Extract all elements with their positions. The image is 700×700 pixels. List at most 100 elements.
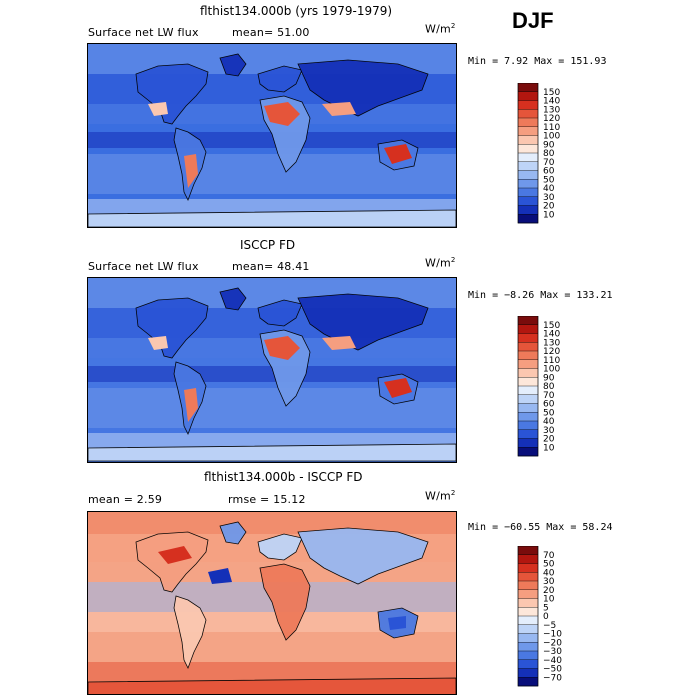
colorbar-tick-label: 60 — [543, 167, 555, 177]
colorbar-swatch — [518, 589, 538, 599]
map-panel — [87, 277, 457, 463]
panel-mean: mean= 48.41 — [232, 260, 310, 273]
panel-title: flthist134.000b (yrs 1979-1979) — [200, 4, 393, 18]
colorbar-tick-label: 5 — [543, 603, 549, 613]
colorbar-tick-label: 60 — [543, 400, 555, 410]
panel-units: W/m2 — [425, 256, 456, 270]
colorbar-tick-label: 80 — [543, 382, 555, 392]
colorbar-swatch — [518, 196, 538, 206]
map-panel — [87, 43, 457, 228]
colorbar-swatch — [518, 581, 538, 591]
colorbar-swatch — [518, 109, 538, 119]
season-label: DJF — [512, 8, 554, 33]
colorbar-tick-label: 140 — [543, 97, 560, 107]
colorbar-swatch — [518, 333, 538, 343]
colorbar-tick-label: −5 — [543, 621, 556, 631]
colorbar-swatch — [518, 386, 538, 396]
colorbar-tick-label: 100 — [543, 365, 560, 375]
panel-units: W/m2 — [425, 22, 456, 36]
colorbar-tick-label: 70 — [543, 391, 555, 401]
colorbar-tick-label: −40 — [543, 656, 562, 666]
colorbar-tick-label: 110 — [543, 356, 560, 366]
panel-mean: mean= 51.00 — [232, 26, 310, 39]
colorbar-tick-label: −50 — [543, 665, 562, 675]
panel-minmax: Min = −60.55 Max = 58.24 — [468, 522, 613, 533]
colorbar-swatch — [518, 188, 538, 198]
colorbar-tick-label: −70 — [543, 673, 562, 683]
colorbar-tick-label: 10 — [543, 595, 555, 605]
colorbar-swatch — [518, 412, 538, 422]
colorbar-swatch — [518, 170, 538, 180]
colorbar-tick-label: 20 — [543, 586, 555, 596]
colorbar-tick-label: 20 — [543, 435, 555, 445]
colorbar-swatch — [518, 359, 538, 369]
colorbar-swatch — [518, 205, 538, 215]
colorbar-swatch — [518, 316, 538, 326]
colorbar-tick-label: 110 — [543, 123, 560, 133]
panel-minmax: Min = 7.92 Max = 151.93 — [468, 56, 607, 67]
colorbar-swatch — [518, 214, 538, 224]
colorbar-swatch — [518, 324, 538, 334]
colorbar-tick-label: 50 — [543, 408, 555, 418]
colorbar-tick-label: −20 — [543, 638, 562, 648]
panel-rmse: rmse = 15.12 — [228, 493, 306, 506]
panel-title: ISCCP FD — [240, 238, 296, 252]
colorbar-swatch — [518, 144, 538, 154]
colorbar-swatch — [518, 342, 538, 352]
panel-units: W/m2 — [425, 489, 456, 503]
colorbar-tick-label: 40 — [543, 417, 555, 427]
colorbar-swatch — [518, 394, 538, 404]
colorbar-tick-label: 140 — [543, 330, 560, 340]
colorbar-swatch — [518, 546, 538, 556]
colorbar-tick-label: 130 — [543, 338, 560, 348]
colorbar-swatch — [518, 135, 538, 145]
colorbar-tick-label: 100 — [543, 132, 560, 142]
colorbar-swatch — [518, 633, 538, 643]
colorbar-swatch — [518, 616, 538, 626]
colorbar-tick-label: 50 — [543, 560, 555, 570]
colorbar-swatch — [518, 153, 538, 163]
colorbar-swatch — [518, 100, 538, 110]
colorbar-tick-label: −30 — [543, 647, 562, 657]
colorbar-swatch — [518, 91, 538, 101]
colorbar-tick-label: 30 — [543, 426, 555, 436]
panel-left-label: Surface net LW flux — [88, 26, 199, 39]
colorbar-tick-label: 10 — [543, 443, 555, 453]
colorbar-tick-label: 20 — [543, 202, 555, 212]
colorbar-swatch — [518, 438, 538, 448]
panel-mean: mean = 2.59 — [88, 493, 163, 506]
colorbar-swatch — [518, 624, 538, 634]
colorbar-tick-label: −10 — [543, 630, 562, 640]
colorbar-swatch — [518, 377, 538, 387]
colorbar-tick-label: 120 — [543, 347, 560, 357]
map-panel — [87, 511, 457, 695]
colorbar-tick-label: 70 — [543, 158, 555, 168]
colorbar-swatch — [518, 179, 538, 189]
colorbar-swatch — [518, 351, 538, 361]
colorbar-tick-label: 90 — [543, 140, 555, 150]
colorbar-swatch — [518, 554, 538, 564]
colorbar-tick-label: 150 — [543, 88, 560, 98]
panel-minmax: Min = −8.26 Max = 133.21 — [468, 290, 613, 301]
colorbar-tick-label: 150 — [543, 321, 560, 331]
colorbar-swatch — [518, 368, 538, 378]
colorbar-swatch — [518, 598, 538, 608]
colorbar-swatch — [518, 642, 538, 652]
colorbar-tick-label: 50 — [543, 175, 555, 185]
colorbar-swatch — [518, 161, 538, 171]
colorbar-swatch — [518, 572, 538, 582]
colorbar-tick-label: 90 — [543, 373, 555, 383]
colorbar-swatch — [518, 677, 538, 687]
colorbar-tick-label: 30 — [543, 577, 555, 587]
colorbar-swatch — [518, 607, 538, 617]
colorbar-tick-label: 10 — [543, 210, 555, 220]
colorbar-swatch — [518, 659, 538, 669]
colorbar-swatch — [518, 126, 538, 136]
colorbar-swatch — [518, 83, 538, 93]
colorbar-swatch — [518, 668, 538, 678]
colorbar-tick-label: 0 — [543, 612, 549, 622]
colorbar-tick-label: 40 — [543, 568, 555, 578]
